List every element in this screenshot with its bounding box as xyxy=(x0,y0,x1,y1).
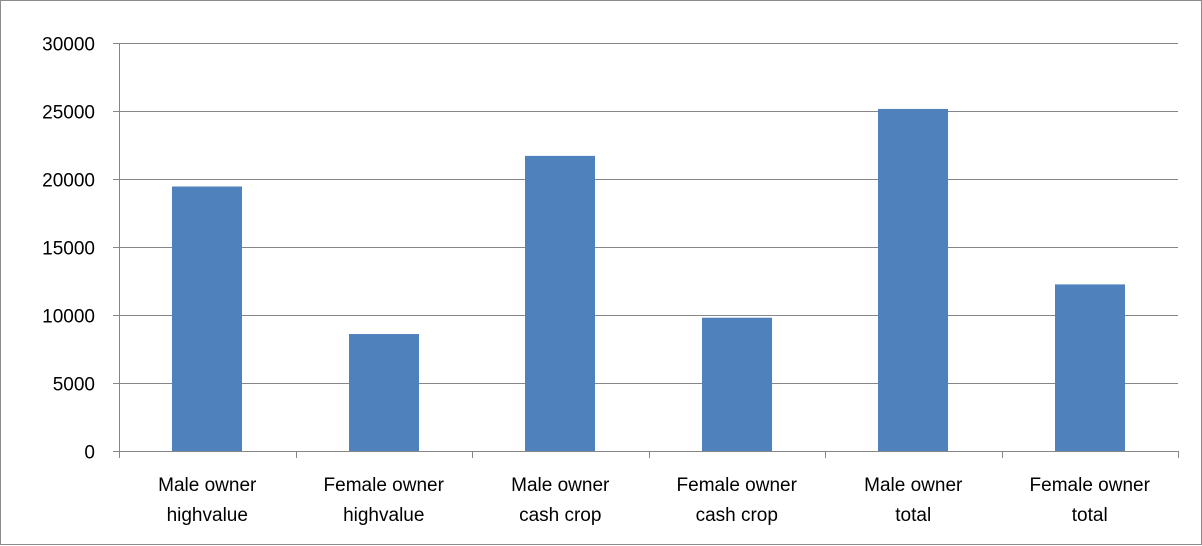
y-tick-label: 30000 xyxy=(42,35,95,56)
bar xyxy=(172,186,242,452)
x-category-label: Female owner xyxy=(324,475,445,496)
bars xyxy=(172,108,1125,452)
bar xyxy=(349,334,419,451)
x-category-label: cash crop xyxy=(519,505,601,526)
y-tick-label: 20000 xyxy=(42,171,95,192)
x-category-label: Female owner xyxy=(677,475,798,496)
y-tick-label: 15000 xyxy=(42,239,95,260)
y-tick-label: 25000 xyxy=(42,103,95,124)
x-category-label: Male owner xyxy=(511,475,610,496)
labels: 0 5000 10000 15000 20000 25000 30000 Male owner… xyxy=(42,35,1150,527)
x-category-label: total xyxy=(895,505,931,526)
x-category-label: Male owner xyxy=(158,475,257,496)
axes xyxy=(113,43,1179,458)
bar xyxy=(878,108,948,452)
bar xyxy=(525,155,595,451)
x-category-label: cash crop xyxy=(696,505,778,526)
x-category-label: Female owner xyxy=(1030,475,1151,496)
gridlines xyxy=(119,43,1178,384)
y-tick-label: 5000 xyxy=(53,375,95,396)
x-category-label: Male owner xyxy=(864,475,963,496)
x-category-label: highvalue xyxy=(343,505,424,526)
y-tick-label: 0 xyxy=(84,443,95,464)
bar xyxy=(1055,284,1125,451)
bar xyxy=(702,317,772,451)
y-tick-label: 10000 xyxy=(42,307,95,328)
x-category-label: highvalue xyxy=(167,505,248,526)
x-category-label: total xyxy=(1072,505,1108,526)
